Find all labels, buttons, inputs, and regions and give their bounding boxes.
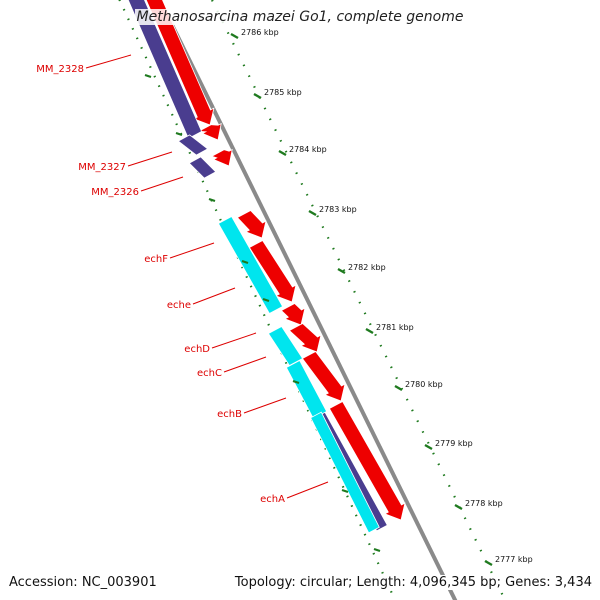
map-title-text: Methanosarcina mazei Go1, complete genom… — [134, 9, 466, 25]
map-title: Methanosarcina mazei Go1, complete genom… — [0, 9, 600, 25]
gene-label: echD — [184, 344, 210, 355]
gene-label: MM_2327 — [78, 162, 126, 173]
inner-tick — [144, 73, 152, 79]
scale-tick-label: 2777 kbp — [495, 555, 533, 564]
scale-tick — [394, 384, 403, 392]
cds-forward — [248, 239, 297, 303]
gene-label: echF — [144, 254, 168, 265]
gene-leader-line — [286, 481, 329, 499]
gene-labels: MM_2328 MM_2327 MM_2326 echF eche echD echC ech… — [36, 54, 329, 505]
inner-tick — [208, 197, 216, 203]
gene-label: echB — [217, 409, 242, 420]
gene-leader-line — [140, 176, 184, 192]
cds-forward — [280, 303, 306, 326]
inner-tick — [241, 259, 249, 265]
ech-gene — [217, 215, 284, 315]
gene-features — [127, 0, 406, 534]
gene-label: echA — [260, 494, 285, 505]
gene-leader-line — [223, 356, 267, 373]
inner-tick — [262, 297, 270, 303]
scale-tick — [278, 149, 287, 157]
inner-dot-line — [118, 0, 396, 600]
gene-label: MM_2326 — [91, 187, 139, 198]
gene-label: MM_2328 — [36, 64, 84, 75]
scale-tick-label: 2783 kbp — [319, 205, 357, 214]
gene-label: eche — [167, 300, 191, 311]
scale-tick — [454, 503, 463, 511]
inner-tick — [175, 131, 183, 137]
scale-tick-label: 2785 kbp — [264, 88, 302, 97]
scale-tick — [253, 92, 262, 100]
gene-leader-line — [169, 242, 215, 259]
scale-tick-label: 2780 kbp — [405, 380, 443, 389]
inner-tick — [341, 488, 349, 494]
scale-tick — [424, 443, 433, 451]
inner-tick — [373, 547, 381, 553]
scale-tick — [230, 32, 239, 40]
ech-gene — [310, 411, 380, 534]
gene-leader-line — [85, 54, 132, 69]
scale-tick — [308, 209, 317, 217]
cds-forward — [288, 323, 322, 353]
cds-forward — [328, 400, 406, 521]
scale-tick — [337, 267, 346, 275]
gene-leader-line — [211, 332, 257, 349]
scale-tick-label: 2786 kbp — [241, 28, 279, 37]
cds-forward — [197, 122, 222, 141]
gene-leader-line — [127, 151, 173, 167]
gene-label: echC — [197, 368, 222, 379]
topology-label: Topology: circular; Length: 4,096,345 bp… — [234, 575, 592, 590]
cds-forward — [210, 148, 233, 167]
gene-leader-line — [243, 397, 287, 414]
scale-tick-label: 2782 kbp — [348, 263, 386, 272]
inner-tick — [292, 379, 300, 385]
scale-tick-label: 2778 kbp — [465, 499, 503, 508]
backbone-line — [157, 0, 458, 600]
scale-tick-label: 2779 kbp — [435, 439, 473, 448]
cds-reverse — [177, 134, 209, 156]
scale-tick-label: 2781 kbp — [376, 323, 414, 332]
cds-forward — [236, 210, 267, 239]
scale-tick — [484, 559, 493, 567]
scale-tick-label: 2784 kbp — [289, 145, 327, 154]
scale-tick — [365, 327, 374, 335]
position-ticks: 2786 kbp 2785 kbp 2784 kbp 2783 kbp 2782 kbp… — [144, 28, 533, 567]
accession-label: Accession: NC_003901 — [9, 575, 157, 590]
genome-backbone — [157, 0, 458, 600]
gene-leader-line — [192, 287, 236, 305]
cds-reverse — [188, 156, 217, 179]
cds-forward — [301, 350, 346, 402]
